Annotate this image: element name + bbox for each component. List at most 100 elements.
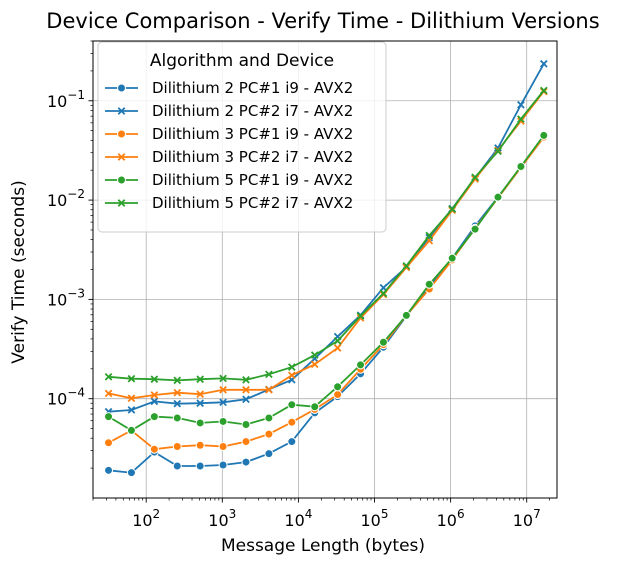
data-point <box>219 385 227 394</box>
data-point <box>287 437 297 447</box>
x-tick-label: 105 <box>361 507 389 530</box>
data-point <box>127 374 136 383</box>
data-point <box>333 344 342 352</box>
x-axis-label: Message Length (bytes) <box>221 536 425 556</box>
legend-marker <box>117 199 126 207</box>
legend-label: Dilithium 5 PC#2 i7 - AVX2 <box>152 194 353 212</box>
data-point <box>218 442 228 452</box>
data-point <box>127 394 136 403</box>
y-tick-label: 10−2 <box>47 187 85 210</box>
series-4 <box>104 87 548 403</box>
x-tick-label: 107 <box>513 507 541 530</box>
legend-items: Dilithium 2 PC#1 i9 - AVX2 Dilithium 2 PC… <box>105 79 353 212</box>
data-point <box>333 382 343 392</box>
data-point <box>172 413 182 423</box>
chart-title: Device Comparison - Verify Time - Dilith… <box>46 9 599 33</box>
data-point <box>242 385 250 394</box>
data-point <box>172 442 182 452</box>
data-point <box>287 400 297 410</box>
data-point <box>493 192 503 202</box>
legend: Algorithm and Device Dilithium 2 PC#1 i9… <box>97 41 387 233</box>
data-point <box>401 310 411 320</box>
data-point <box>517 115 525 123</box>
data-point <box>104 412 114 422</box>
legend-marker <box>117 107 126 115</box>
data-point <box>218 416 228 426</box>
legend-label: Dilithium 2 PC#2 i7 - AVX2 <box>152 102 353 120</box>
data-point <box>242 395 250 404</box>
data-point <box>219 374 227 383</box>
data-point <box>241 437 251 447</box>
data-point <box>149 412 159 422</box>
data-point <box>471 173 479 182</box>
data-point <box>195 461 205 471</box>
data-point <box>196 375 205 384</box>
data-point <box>356 314 365 322</box>
legend-item: Dilithium 5 PC#1 i9 - AVX2 <box>105 171 353 189</box>
data-point <box>287 363 296 371</box>
data-point <box>265 385 273 394</box>
y-axis-label: Verify Time (seconds) <box>9 180 29 363</box>
data-point <box>126 425 136 435</box>
legend-label: Dilithium 2 PC#1 i9 - AVX2 <box>152 79 353 97</box>
legend-item: Dilithium 2 PC#2 i7 - AVX2 <box>105 102 353 120</box>
legend-item: Dilithium 5 PC#2 i7 - AVX2 <box>105 194 353 212</box>
data-point <box>104 465 114 475</box>
data-point <box>333 337 342 345</box>
legend-marker <box>117 129 126 139</box>
data-point <box>218 460 228 470</box>
x-tick-label: 106 <box>437 507 465 530</box>
data-point <box>447 253 457 263</box>
legend-item: Dilithium 3 PC#2 i7 - AVX2 <box>105 148 353 166</box>
data-point <box>517 100 525 109</box>
data-point <box>150 397 159 406</box>
data-point <box>470 224 480 234</box>
data-point <box>264 449 274 459</box>
data-point <box>356 360 366 370</box>
data-point <box>287 371 296 380</box>
data-point <box>402 261 411 270</box>
data-point <box>104 438 114 448</box>
data-point <box>173 388 182 397</box>
y-tick-label: 10−3 <box>47 286 85 309</box>
data-point <box>379 289 388 298</box>
data-point <box>241 457 251 467</box>
y-tick-label: 10−4 <box>47 386 85 409</box>
data-point <box>173 376 182 385</box>
data-point <box>310 351 319 359</box>
legend-marker <box>117 153 126 161</box>
data-point <box>310 360 319 369</box>
data-point <box>356 312 365 320</box>
legend-title: Algorithm and Device <box>150 51 334 71</box>
data-point <box>196 399 205 408</box>
legend-box <box>97 41 387 233</box>
y-tick-label: 10−1 <box>47 88 85 111</box>
data-point <box>149 444 159 454</box>
data-point <box>265 370 273 379</box>
data-point <box>310 402 320 412</box>
data-point <box>378 337 388 347</box>
legend-marker <box>117 175 126 185</box>
data-point <box>126 468 136 478</box>
series-5 <box>104 130 549 435</box>
x-tick-label: 104 <box>284 507 312 530</box>
data-point <box>219 398 227 407</box>
x-tick-label: 103 <box>208 507 236 530</box>
data-point <box>127 406 136 414</box>
legend-label: Dilithium 3 PC#2 i7 - AVX2 <box>152 148 353 166</box>
data-point <box>424 279 434 289</box>
data-point <box>242 375 250 384</box>
data-point <box>516 161 526 171</box>
data-point <box>150 391 159 399</box>
data-point <box>264 429 274 439</box>
data-point <box>448 205 457 214</box>
data-point <box>195 440 205 450</box>
data-point <box>195 418 205 428</box>
ticks: 102 103 104 105 106 107 10−4 10−3 10−2 10−1 <box>47 40 550 530</box>
data-point <box>333 390 343 400</box>
data-point <box>173 399 182 408</box>
data-point <box>539 86 548 95</box>
legend-marker <box>117 83 126 93</box>
data-point <box>241 419 251 429</box>
